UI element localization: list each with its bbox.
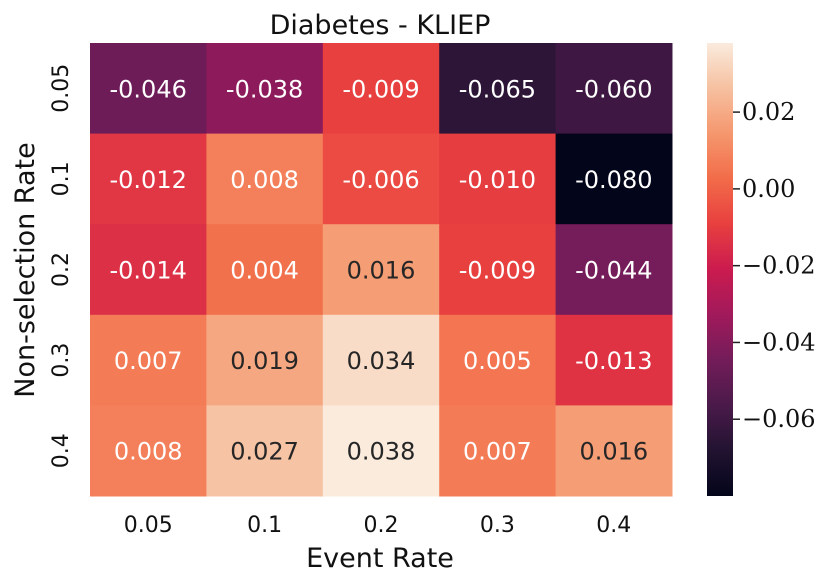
heatmap-cell	[90, 314, 207, 406]
cell-value-label: -0.009	[342, 75, 419, 103]
x-tick-label: 0.1	[247, 513, 282, 538]
cell-value-label: -0.060	[575, 75, 652, 103]
heatmap-cell	[206, 224, 324, 316]
y-tick-label: 0.05	[49, 64, 74, 113]
cell-value-label: 0.007	[114, 347, 183, 375]
heatmap-cell	[439, 133, 557, 225]
y-tick-label: 0.1	[49, 161, 74, 196]
colorbar	[707, 43, 733, 496]
heatmap-cell	[90, 224, 207, 316]
cell-value-label: 0.016	[579, 438, 648, 466]
heatmap-cell	[439, 224, 557, 316]
heatmap-cell	[322, 405, 440, 497]
heatmap-cell	[90, 43, 207, 135]
colorbar-tick-label: −0.06	[742, 405, 816, 433]
colorbar-tick-label: −0.04	[742, 328, 816, 356]
cell-value-label: -0.009	[459, 257, 536, 285]
cell-value-label: 0.019	[230, 347, 299, 375]
cell-value-label: -0.013	[575, 347, 652, 375]
cell-value-label: 0.007	[463, 438, 532, 466]
cell-value-label: -0.080	[575, 166, 652, 194]
cell-value-label: -0.010	[459, 166, 536, 194]
cell-value-label: 0.004	[230, 257, 299, 285]
colorbar-tick-label: 0.00	[742, 175, 795, 203]
x-axis-label: Event Rate	[306, 543, 454, 574]
cell-value-label: -0.012	[110, 166, 187, 194]
cell-value-label: 0.034	[347, 347, 416, 375]
colorbar-ticks: 0.02 0.00 −0.02 −0.04 −0.06	[733, 98, 816, 433]
chart-title: Diabetes - KLIEP	[270, 10, 491, 41]
colorbar-tick-label: −0.02	[742, 252, 816, 280]
colorbar-tick-label: 0.02	[742, 98, 795, 126]
x-tick-label: 0.3	[480, 513, 515, 538]
heatmap-cells: -0.046 -0.038 -0.009 -0.065 -0.060 -0.012 0.00…	[90, 43, 673, 497]
y-tick-labels: 0.05 0.1 0.2 0.3 0.4	[49, 64, 74, 468]
cell-value-label: -0.044	[575, 257, 652, 285]
y-tick-label: 0.2	[49, 252, 74, 287]
heatmap-cell	[555, 224, 673, 316]
x-tick-label: 0.05	[124, 513, 173, 538]
cell-value-label: 0.027	[230, 438, 299, 466]
heatmap-cell	[439, 314, 557, 406]
heatmap-cell	[322, 43, 440, 135]
heatmap-cell	[206, 133, 324, 225]
heatmap-cell	[206, 405, 324, 497]
heatmap-cell	[439, 43, 557, 135]
cell-value-label: 0.008	[114, 438, 183, 466]
cell-value-label: -0.014	[110, 257, 187, 285]
heatmap-cell	[322, 133, 440, 225]
cell-value-label: 0.005	[463, 347, 532, 375]
y-tick-label: 0.4	[49, 433, 74, 468]
x-tick-label: 0.4	[596, 513, 631, 538]
heatmap-cell	[90, 133, 207, 225]
x-tick-labels: 0.05 0.1 0.2 0.3 0.4	[124, 513, 632, 538]
cell-value-label: -0.065	[459, 75, 536, 103]
heatmap-cell	[555, 133, 673, 225]
cell-value-label: -0.006	[342, 166, 419, 194]
heatmap-cell	[206, 314, 324, 406]
y-axis-label: Non-selection Rate	[10, 142, 41, 397]
cell-value-label: 0.038	[347, 438, 416, 466]
heatmap-cell	[439, 405, 557, 497]
heatmap-cell	[322, 224, 440, 316]
x-tick-label: 0.2	[364, 513, 399, 538]
heatmap-cell	[206, 43, 324, 135]
cell-value-label: 0.008	[230, 166, 299, 194]
cell-value-label: -0.046	[110, 75, 187, 103]
cell-value-label: 0.016	[347, 257, 416, 285]
heatmap-cell	[555, 314, 673, 406]
cell-value-label: -0.038	[226, 75, 303, 103]
heatmap-cell	[555, 43, 673, 135]
heatmap-cell	[90, 405, 207, 497]
heatmap-cell	[322, 314, 440, 406]
heatmap-cell	[555, 405, 673, 497]
y-tick-label: 0.3	[49, 343, 74, 378]
